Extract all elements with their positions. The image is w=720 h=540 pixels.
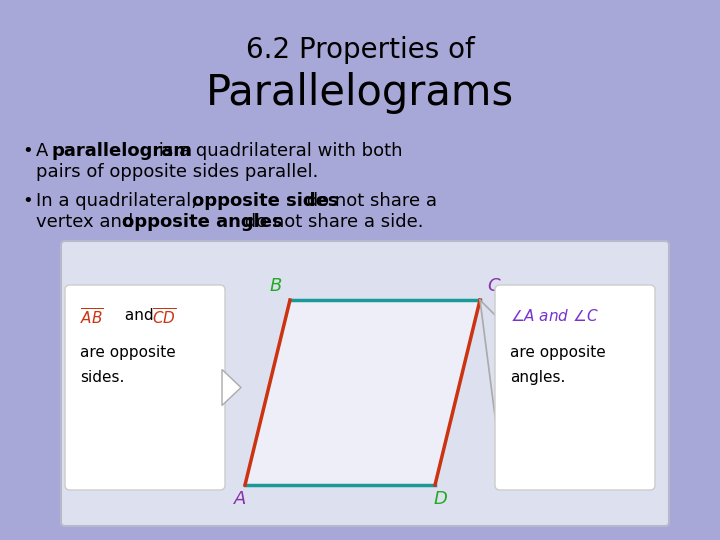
- Text: •: •: [22, 142, 32, 160]
- FancyBboxPatch shape: [61, 241, 669, 526]
- Text: opposite angles: opposite angles: [122, 213, 282, 232]
- Text: is a quadrilateral with both: is a quadrilateral with both: [153, 142, 402, 160]
- Text: 6.2 Properties of: 6.2 Properties of: [246, 36, 474, 64]
- Text: Parallelograms: Parallelograms: [206, 72, 514, 114]
- Text: and: and: [120, 308, 158, 323]
- Text: $\overline{AB}$: $\overline{AB}$: [80, 308, 104, 328]
- Text: vertex and: vertex and: [36, 213, 139, 232]
- Text: parallelogram: parallelogram: [52, 142, 193, 160]
- FancyBboxPatch shape: [65, 285, 225, 490]
- Text: are opposite: are opposite: [80, 345, 176, 360]
- Text: •: •: [22, 192, 32, 211]
- Text: A: A: [36, 142, 54, 160]
- Text: do not share a side.: do not share a side.: [239, 213, 423, 232]
- Text: sides.: sides.: [80, 370, 125, 385]
- Text: angles.: angles.: [510, 370, 565, 385]
- Text: $\overline{CD}$: $\overline{CD}$: [152, 308, 176, 328]
- Text: In a quadrilateral,: In a quadrilateral,: [36, 192, 203, 211]
- Text: pairs of opposite sides parallel.: pairs of opposite sides parallel.: [36, 163, 318, 181]
- Text: C: C: [487, 277, 500, 295]
- Polygon shape: [222, 369, 241, 406]
- Text: B: B: [270, 277, 282, 295]
- Text: opposite sides: opposite sides: [192, 192, 338, 211]
- FancyBboxPatch shape: [495, 285, 655, 490]
- Text: D: D: [433, 490, 447, 508]
- Polygon shape: [245, 300, 480, 485]
- Text: A: A: [234, 490, 246, 508]
- Text: $\angle$A and $\angle$C: $\angle$A and $\angle$C: [510, 308, 599, 324]
- Text: are opposite: are opposite: [510, 345, 606, 360]
- Text: do not share a: do not share a: [301, 192, 437, 211]
